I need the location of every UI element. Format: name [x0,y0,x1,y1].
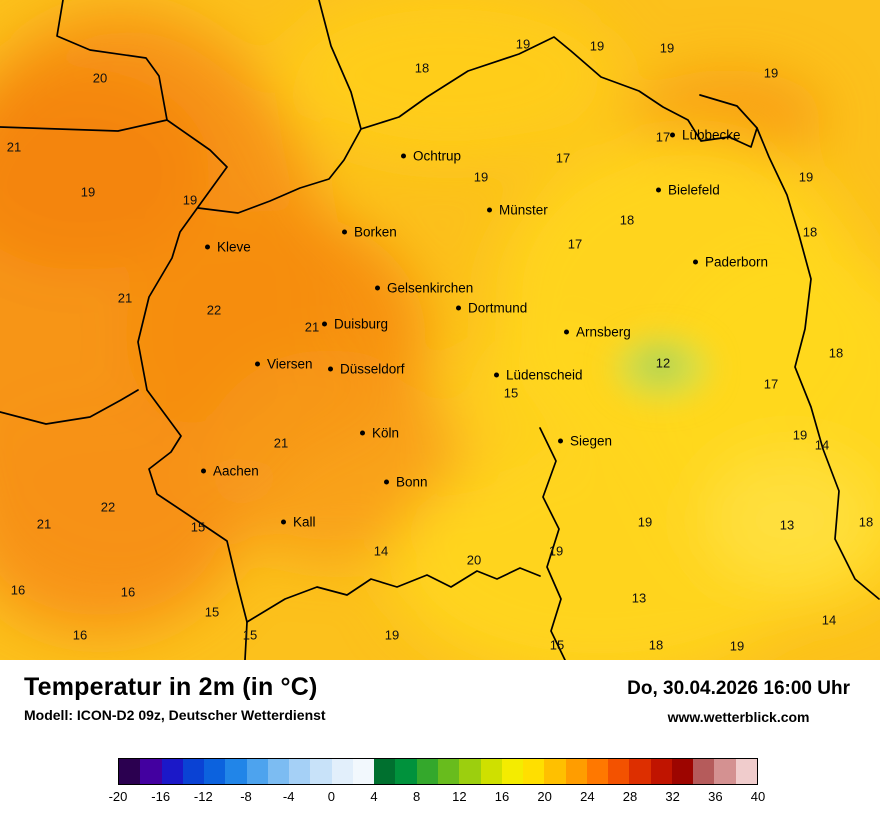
scale-tick-label: 8 [413,789,421,804]
scale-segment [693,759,715,784]
scale-segment [629,759,651,784]
map-graphic [0,0,880,660]
scale-segment [459,759,481,784]
scale-segment [714,759,736,784]
scale-segment [374,759,396,784]
scale-segment [331,759,353,784]
scale-tick-label: -4 [282,789,295,804]
scale-segment [437,759,460,784]
scale-tick-label: -12 [193,789,213,804]
model-info: Modell: ICON-D2 09z, Deutscher Wetterdie… [24,707,326,723]
scale-segment [161,759,183,784]
border-lines [0,0,880,660]
scale-segment [289,759,311,784]
scale-segment [544,759,566,784]
scale-tick-label: 24 [580,789,595,804]
map-footer: Temperatur in 2m (in °C) Modell: ICON-D2… [0,660,880,830]
scale-tick-label: 36 [708,789,723,804]
scale-segment [671,759,694,784]
scale-segment [246,759,268,784]
temperature-field [0,0,880,660]
scale-segment [586,759,609,784]
scale-tick-label: -8 [240,789,252,804]
cool-spot-sauerland [614,336,710,400]
map-title: Temperatur in 2m (in °C) [24,673,318,701]
scale-segment [310,759,332,784]
scale-segment [565,759,587,784]
scale-tick-label: 20 [537,789,552,804]
website-url: www.wetterblick.com [667,709,810,725]
scale-tick-label: 4 [370,789,378,804]
scale-tick-label: -16 [151,789,171,804]
color-scale: -20 -16 -12 -8 -4 0 4 8 12 16 20 24 28 32 36 40 [109,758,766,807]
scale-segment [204,759,226,784]
scale-segment [523,759,545,784]
scale-segment [225,759,247,784]
scale-segment [735,759,757,784]
scale-tick-label: 0 [327,789,335,804]
color-scale-bar [118,758,758,785]
scale-segment [140,759,162,784]
scale-segment [501,759,524,784]
scale-tick-label: 32 [665,789,680,804]
temperature-map: Ochtrup Münster Borken Lübbecke Bielefeld Kle… [0,0,880,660]
scale-tick-label: 28 [622,789,638,804]
scale-segment [608,759,630,784]
scale-tick-label: 16 [494,789,510,804]
scale-tick-label: 12 [452,789,467,804]
scale-segment [267,759,290,784]
valid-datetime: Do, 30.04.2026 16:00 Uhr [627,678,850,699]
scale-segment [119,759,141,784]
scale-segment [650,759,672,784]
scale-segment [352,759,375,784]
scale-tick-label: 40 [750,789,766,804]
scale-tick-label: -20 [108,789,128,804]
scale-segment [395,759,417,784]
scale-segment [416,759,438,784]
scale-segment [182,759,205,784]
color-scale-labels: -20 -16 -12 -8 -4 0 4 8 12 16 20 24 28 32 36 40 [109,789,766,807]
scale-segment [480,759,502,784]
